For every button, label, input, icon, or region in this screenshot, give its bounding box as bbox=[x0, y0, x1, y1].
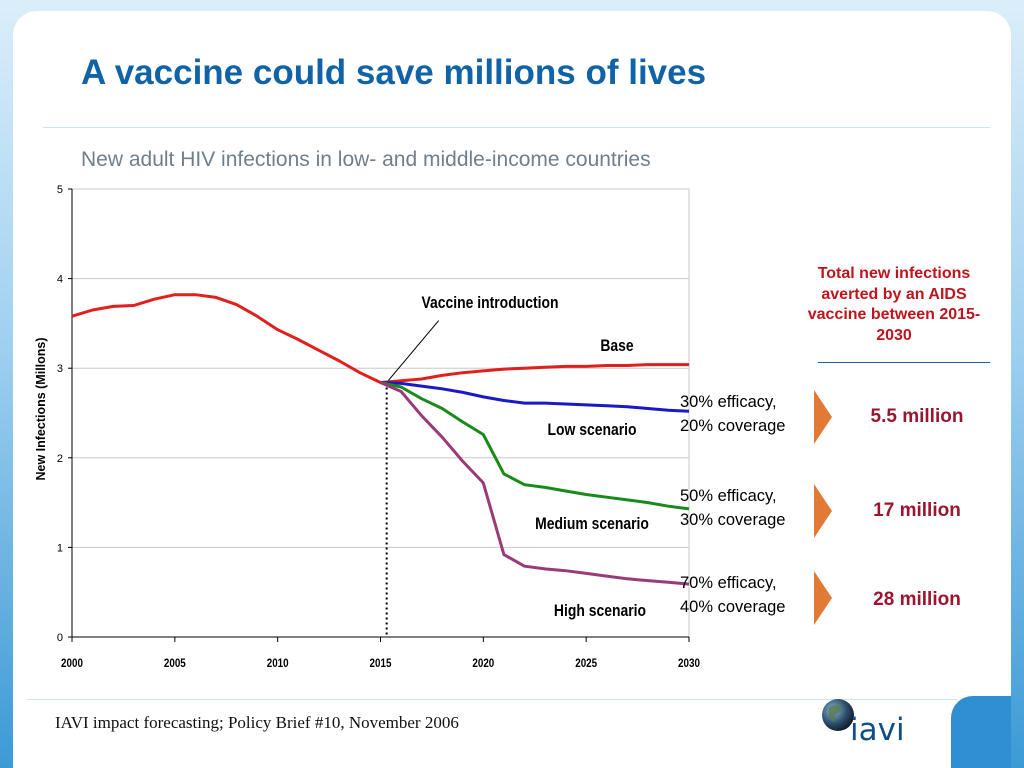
page-title: A vaccine could save millions of lives bbox=[81, 53, 707, 92]
slide: A vaccine could save millions of lives N… bbox=[13, 11, 1011, 768]
scenario-high-averted: 28 million bbox=[873, 589, 961, 610]
high-scenario-label: High scenario bbox=[554, 602, 646, 621]
scenario-high-arrow-icon bbox=[814, 571, 832, 625]
scenario-low-coverage: 20% coverage bbox=[680, 417, 786, 435]
scenario-low-label: 30% efficacy, 20% coverage bbox=[680, 390, 786, 438]
chart-subtitle: New adult HIV infections in low- and mid… bbox=[81, 148, 651, 171]
footer-divider bbox=[27, 699, 957, 700]
title-divider bbox=[43, 127, 990, 128]
corner-decoration bbox=[951, 696, 1011, 768]
scenario-low-arrow-icon bbox=[814, 390, 832, 444]
vaccine-introduction-pointer bbox=[386, 320, 440, 383]
scenario-low-averted: 5.5 million bbox=[870, 406, 964, 427]
scenario-low-efficacy: 30% efficacy, bbox=[680, 393, 777, 411]
x-tick-label: 2010 bbox=[267, 657, 289, 670]
series-line-medium bbox=[380, 381, 690, 511]
averted-panel-divider bbox=[818, 362, 990, 363]
medium-scenario-label: Medium scenario bbox=[535, 515, 649, 534]
series-line-base bbox=[71, 293, 689, 384]
x-tick-label: 2030 bbox=[678, 657, 700, 670]
x-tick-label: 2005 bbox=[164, 657, 186, 670]
iavi-logo: iavi bbox=[822, 699, 905, 744]
y-tick-label: 1 bbox=[57, 542, 63, 554]
y-tick-label: 4 bbox=[57, 274, 63, 286]
y-tick-label: 2 bbox=[57, 453, 63, 465]
y-tick-label: 3 bbox=[57, 363, 63, 375]
footer-citation: IAVI impact forecasting; Policy Brief #1… bbox=[55, 713, 459, 732]
scenario-medium-arrow-icon bbox=[814, 484, 832, 538]
x-tick-label: 2015 bbox=[370, 657, 392, 670]
y-tick-label: 0 bbox=[57, 632, 63, 644]
scenario-high-label: 70% efficacy, 40% coverage bbox=[680, 571, 786, 619]
scenario-high-coverage: 40% coverage bbox=[680, 598, 786, 616]
plot-area bbox=[71, 188, 690, 638]
base-label: Base bbox=[600, 337, 634, 356]
logo-text: iavi bbox=[850, 712, 905, 744]
series-line-high bbox=[379, 381, 690, 586]
x-tick-label: 2000 bbox=[61, 657, 83, 670]
series-line-low bbox=[380, 381, 690, 413]
scenario-medium-label: 50% efficacy, 30% coverage bbox=[680, 484, 786, 532]
scenario-medium-averted: 17 million bbox=[873, 500, 961, 521]
x-tick-label: 2020 bbox=[472, 657, 494, 670]
y-tick-label: 5 bbox=[57, 184, 63, 196]
averted-panel-title: Total new infections averted by an AIDS … bbox=[807, 265, 981, 344]
scenario-medium-coverage: 30% coverage bbox=[680, 511, 786, 529]
scenario-high-efficacy: 70% efficacy, bbox=[680, 574, 777, 592]
x-tick-label: 2025 bbox=[575, 657, 597, 670]
low-scenario-label: Low scenario bbox=[547, 421, 636, 440]
vaccine-introduction-label: Vaccine introduction bbox=[422, 294, 559, 313]
y-axis-label: New Infections (Millons) bbox=[34, 337, 48, 480]
scenario-medium-efficacy: 50% efficacy, bbox=[680, 487, 777, 505]
